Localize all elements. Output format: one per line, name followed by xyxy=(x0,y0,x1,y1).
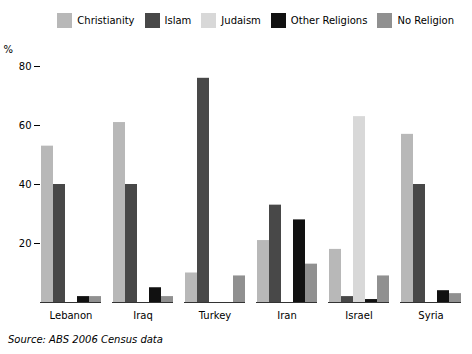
svg-text:60: 60 xyxy=(19,120,32,131)
svg-text:Iraq: Iraq xyxy=(133,310,153,321)
svg-text:Iran: Iran xyxy=(277,310,297,321)
html-text:Christianity: Christianity xyxy=(77,15,135,26)
svg-text:%: % xyxy=(4,44,14,55)
html-text:Source: ABS 2006 Census data: Source: ABS 2006 Census data xyxy=(8,334,163,345)
svg-text:Lebanon: Lebanon xyxy=(50,310,93,321)
svg-text:Turkey: Turkey xyxy=(198,310,232,321)
html-text:Judaism: Judaism xyxy=(221,15,261,26)
svg-text:80: 80 xyxy=(19,61,32,72)
svg-text:20: 20 xyxy=(19,238,32,249)
svg-text:Syria: Syria xyxy=(418,310,443,321)
html-text:Other Religions: Other Religions xyxy=(290,15,368,26)
html-text:Islam: Islam xyxy=(164,15,192,26)
svg-text:40: 40 xyxy=(19,179,32,190)
svg-text:Israel: Israel xyxy=(345,310,372,321)
html-text:No Religion: No Religion xyxy=(397,15,454,26)
